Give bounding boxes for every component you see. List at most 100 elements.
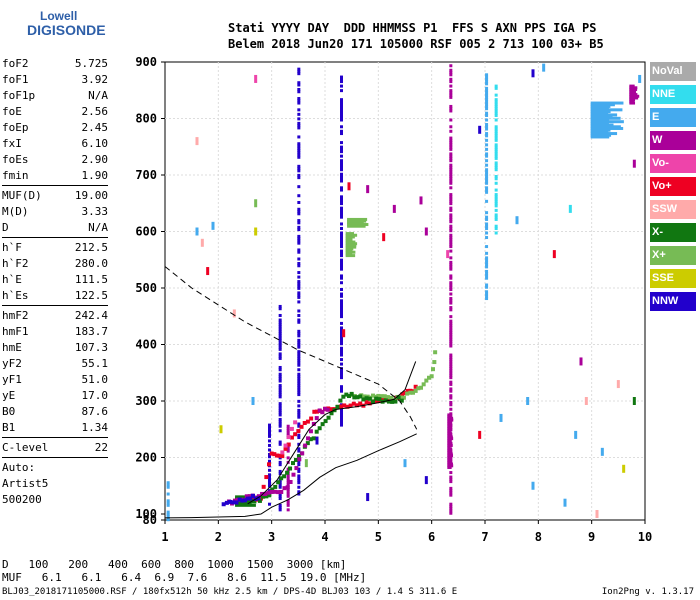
echo-column-mark (449, 354, 452, 357)
echo-dot (569, 205, 572, 213)
echo-column-mark (449, 119, 452, 122)
param-row: fxI 6.10 (2, 136, 108, 152)
echo-column-mark (297, 384, 300, 387)
param-name: Artist5 (2, 476, 48, 492)
echo-column-mark (297, 375, 300, 378)
echo-column-mark (287, 479, 290, 482)
echo-column-mark (449, 139, 452, 142)
echo-column-mark (340, 161, 343, 164)
echo-column-mark (167, 499, 170, 502)
param-name: hmE (2, 340, 22, 356)
param-row: B0 87.6 (2, 404, 108, 420)
echo-column-mark (449, 170, 452, 173)
echo-column-mark (279, 393, 282, 396)
echo-column-mark (297, 393, 300, 396)
echo-column-mark (279, 386, 282, 389)
param-name: foEp (2, 120, 29, 136)
echo-dot (516, 216, 519, 224)
echo-column-mark (449, 225, 452, 228)
echo-column-mark (449, 137, 452, 140)
echo-dot (580, 357, 583, 365)
echo-column-mark (340, 363, 343, 366)
echo-dot (526, 397, 529, 405)
y-tick-label: 800 (135, 112, 157, 126)
echo-column-mark (340, 277, 343, 280)
echo-column-mark (449, 220, 452, 223)
echo-block-mark (447, 439, 451, 442)
echo-trace-mark (300, 451, 304, 455)
echo-block-mark (591, 103, 615, 106)
echo-column-mark (297, 321, 300, 324)
echo-column-mark (485, 119, 488, 122)
echo-column-mark (297, 350, 300, 353)
echo-column-mark (287, 436, 290, 439)
echo-trace-mark (291, 461, 295, 465)
echo-column-mark (340, 125, 343, 128)
echo-block-mark (629, 93, 637, 96)
echo-column-mark (340, 421, 343, 424)
echo-column-mark (279, 337, 282, 340)
param-value: 22 (95, 440, 108, 456)
echo-column-mark (297, 411, 300, 414)
echo-column-mark (485, 180, 488, 183)
echo-dot (196, 228, 199, 236)
param-name: foF1p (2, 88, 35, 104)
echo-column-mark (297, 416, 300, 419)
echo-column-mark (279, 420, 282, 423)
echo-column-mark (297, 429, 300, 432)
echo-column-mark (340, 338, 343, 341)
echo-column-mark (485, 256, 488, 259)
echo-trace-mark (243, 500, 247, 504)
echo-column-mark (287, 434, 290, 437)
echo-column-mark (449, 308, 452, 311)
echo-block-mark (447, 415, 450, 418)
echo-trace-mark (309, 429, 313, 433)
echo-column-mark (340, 166, 343, 169)
echo-column-mark (449, 173, 452, 176)
echo-dot (254, 228, 257, 236)
echo-column-mark (279, 483, 282, 486)
echo-dot (622, 465, 625, 473)
echo-block-mark (447, 441, 451, 444)
echo-trace-mark (377, 397, 381, 401)
echo-column-mark (297, 271, 300, 274)
echo-block-mark (447, 446, 450, 449)
echo-column-mark (485, 186, 488, 189)
echo-column-mark (449, 202, 452, 205)
echo-column-mark (485, 100, 488, 103)
echo-column-mark (287, 504, 290, 507)
echo-column-mark (485, 245, 488, 248)
echo-trace-mark (243, 498, 247, 502)
echo-column-mark (340, 304, 343, 307)
param-row: D N/A (2, 220, 108, 236)
echo-trace-mark (356, 395, 360, 399)
echo-column-mark (297, 226, 300, 229)
echo-trace-mark (231, 500, 235, 504)
echo-column-mark (268, 424, 271, 427)
echo-column-mark (340, 419, 343, 422)
echo-block-mark (629, 100, 634, 103)
param-value: 6.10 (82, 136, 109, 152)
echo-column-mark (167, 486, 170, 489)
echo-column-mark (449, 236, 452, 239)
echo-column-mark (485, 159, 488, 162)
echo-trace-mark (276, 490, 280, 494)
echo-dot (420, 196, 423, 204)
echo-column-mark (297, 319, 300, 322)
echo-column-mark (449, 505, 452, 508)
echo-trace-mark (339, 404, 343, 408)
echo-block-mark (447, 420, 451, 423)
echo-column-mark (297, 339, 300, 342)
echo-column-mark (449, 141, 452, 144)
param-name: hmF1 (2, 324, 29, 340)
echo-column-mark (449, 408, 452, 411)
echo-block-mark (447, 444, 452, 447)
echo-column-mark (449, 419, 452, 422)
echo-trace-mark (374, 397, 378, 401)
param-name: Auto: (2, 460, 35, 476)
echo-column-mark (340, 367, 343, 370)
echo-column-mark (297, 201, 300, 204)
echo-block-mark (447, 452, 452, 455)
echo-column-mark (340, 186, 343, 189)
echo-column-mark (449, 326, 452, 329)
